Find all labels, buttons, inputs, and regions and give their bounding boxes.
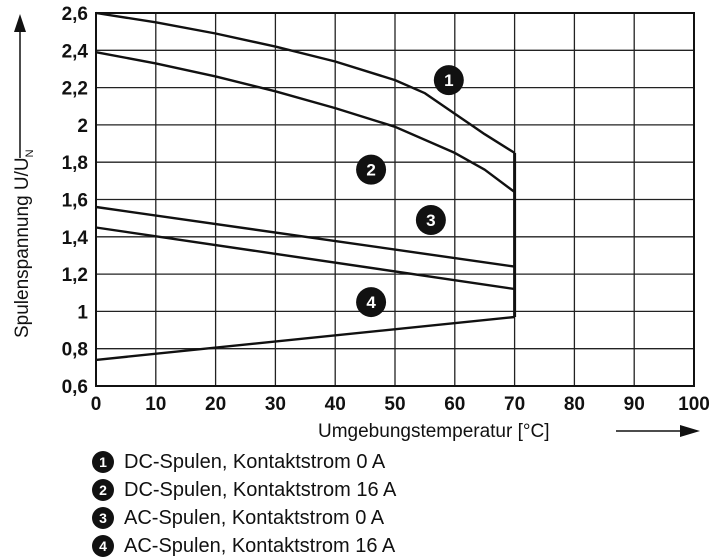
tick-labels: 0 10 20 30 40 50 60 70 80 90 100 0,6 0,8 1 1,2 1,4 1,6 1,…: [62, 4, 710, 415]
series-marker-1: [433, 65, 464, 96]
y-axis-title-main: Spulenspannung U/U: [12, 157, 33, 338]
series-marker-2: [356, 154, 387, 185]
series-marker-label: 3: [426, 211, 435, 230]
y-tick-label: 2,2: [62, 79, 88, 100]
x-tick-label: 0: [91, 394, 102, 415]
legend-badge-icon: 2: [92, 479, 114, 501]
y-tick-label: 2,6: [62, 4, 88, 25]
series-line-3: [95, 205, 515, 268]
x-tick-label: 40: [325, 394, 346, 415]
series-marker-label: 4: [366, 293, 376, 312]
y-tick-label: 1,6: [62, 191, 88, 212]
legend-item-2: 2 DC-Spulen, Kontaktstrom 16 A: [92, 476, 396, 504]
x-tick-label: 10: [145, 394, 166, 415]
legend-label: AC-Spulen, Kontaktstrom 0 A: [124, 506, 385, 529]
legend: 1 DC-Spulen, Kontaktstrom 0 A 2 DC-Spule…: [92, 448, 396, 560]
series-line-2: [95, 51, 516, 193]
y-axis-arrow-head-icon: [14, 14, 26, 32]
y-tick-label: 1,4: [62, 228, 89, 249]
series-line-4: [95, 226, 515, 291]
series-marker-4: [356, 287, 387, 318]
y-tick-label: 0,6: [62, 377, 88, 398]
series-line-1: [95, 11, 516, 154]
y-axis-title: Spulenspannung U/UN: [12, 149, 36, 338]
legend-badge-icon: 1: [92, 451, 114, 473]
series-marker-label: 2: [366, 161, 375, 180]
x-tick-label: 70: [504, 394, 525, 415]
legend-item-1: 1 DC-Spulen, Kontaktstrom 0 A: [92, 448, 396, 476]
series-lines: [95, 11, 517, 362]
y-tick-label: 0,8: [62, 340, 88, 361]
x-tick-label: 30: [265, 394, 286, 415]
series-marker-label: 1: [444, 71, 453, 90]
x-axis-title: Umgebungstemperatur [°C]: [318, 421, 549, 442]
x-tick-label: 80: [564, 394, 585, 415]
series-marker-3: [415, 205, 446, 236]
x-tick-label: 100: [678, 394, 710, 415]
legend-item-4: 4 AC-Spulen, Kontaktstrom 16 A: [92, 532, 396, 560]
legend-label: DC-Spulen, Kontaktstrom 16 A: [124, 478, 397, 501]
x-tick-label: 50: [384, 394, 405, 415]
legend-item-3: 3 AC-Spulen, Kontaktstrom 0 A: [92, 504, 396, 532]
x-tick-label: 20: [205, 394, 226, 415]
series-markers: 1 2 3 4: [356, 65, 464, 318]
x-axis-arrow-head-icon: [680, 425, 700, 437]
legend-label: DC-Spulen, Kontaktstrom 0 A: [124, 450, 386, 473]
y-tick-label: 2,4: [62, 41, 89, 62]
plot-frame: [95, 12, 695, 387]
y-tick-label: 1,2: [62, 265, 88, 286]
y-tick-label: 1,8: [62, 153, 88, 174]
y-axis-title-subscript: N: [24, 149, 36, 157]
y-tick-label: 1: [77, 302, 88, 323]
y-tick-label: 2: [77, 116, 88, 137]
x-tick-label: 60: [444, 394, 465, 415]
lower-boundary-line: [95, 315, 515, 362]
axes: Spulenspannung U/UN Umgebungstemperatur […: [12, 12, 700, 442]
legend-badge-icon: 3: [92, 507, 114, 529]
x-tick-label: 90: [624, 394, 645, 415]
legend-badge-icon: 4: [92, 535, 114, 557]
legend-label: AC-Spulen, Kontaktstrom 16 A: [124, 534, 396, 557]
